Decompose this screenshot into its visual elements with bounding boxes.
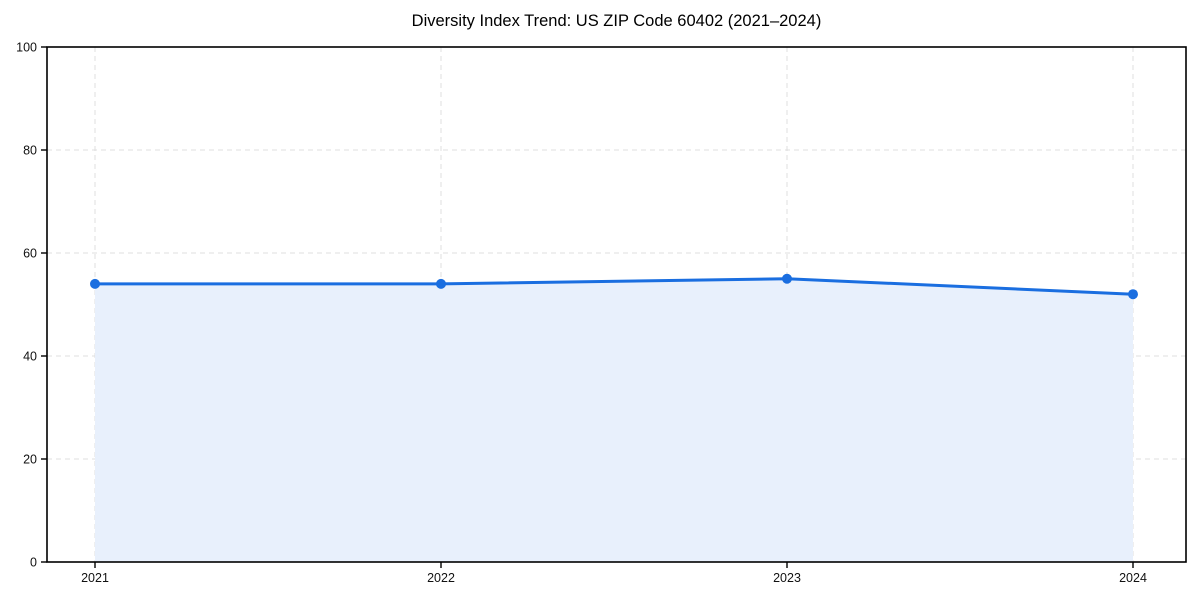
- y-tick-label: 20: [23, 453, 37, 467]
- y-tick-label: 40: [23, 350, 37, 364]
- data-point-2023: [782, 273, 792, 284]
- area-fill: [95, 278, 1133, 562]
- chart-title: Diversity Index Trend: US ZIP Code 60402…: [411, 12, 822, 30]
- y-tick-label: 80: [23, 144, 37, 158]
- y-tick-label: 100: [16, 41, 37, 55]
- data-point-2024: [1128, 289, 1138, 300]
- data-point-2021: [90, 278, 100, 289]
- data-point-2022: [436, 278, 446, 289]
- x-tick-label: 2024: [1119, 571, 1147, 585]
- plot-border: [46, 46, 1187, 563]
- x-tick-label: 2021: [81, 571, 109, 585]
- y-tick-label: 0: [30, 556, 37, 570]
- x-tick-label: 2022: [427, 571, 455, 585]
- x-tick-label: 2023: [773, 571, 801, 585]
- y-tick-label: 60: [23, 247, 37, 261]
- trend-line: [93, 277, 1135, 296]
